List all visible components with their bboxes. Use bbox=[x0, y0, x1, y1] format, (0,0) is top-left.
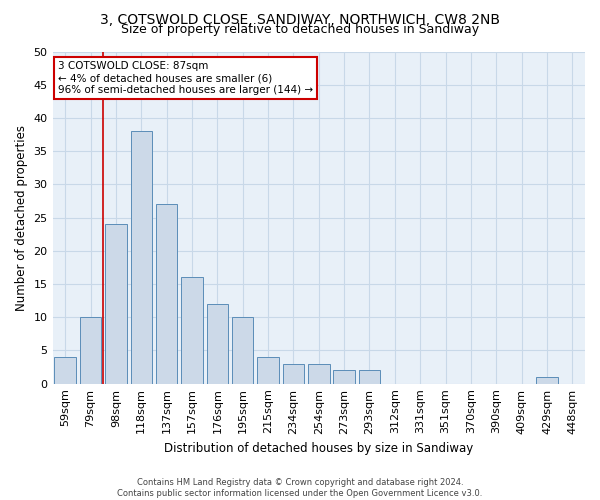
Bar bbox=[334, 370, 355, 384]
Bar bbox=[232, 317, 253, 384]
Bar bbox=[156, 204, 178, 384]
Bar bbox=[359, 370, 380, 384]
Bar bbox=[80, 317, 101, 384]
Y-axis label: Number of detached properties: Number of detached properties bbox=[15, 124, 28, 310]
Bar bbox=[283, 364, 304, 384]
Bar bbox=[536, 377, 558, 384]
Text: Size of property relative to detached houses in Sandiway: Size of property relative to detached ho… bbox=[121, 22, 479, 36]
Bar bbox=[55, 357, 76, 384]
Bar bbox=[181, 278, 203, 384]
Bar bbox=[257, 357, 279, 384]
Text: 3 COTSWOLD CLOSE: 87sqm
← 4% of detached houses are smaller (6)
96% of semi-deta: 3 COTSWOLD CLOSE: 87sqm ← 4% of detached… bbox=[58, 62, 313, 94]
Bar bbox=[206, 304, 228, 384]
Bar bbox=[308, 364, 329, 384]
Text: Contains HM Land Registry data © Crown copyright and database right 2024.
Contai: Contains HM Land Registry data © Crown c… bbox=[118, 478, 482, 498]
Bar bbox=[105, 224, 127, 384]
Text: 3, COTSWOLD CLOSE, SANDIWAY, NORTHWICH, CW8 2NB: 3, COTSWOLD CLOSE, SANDIWAY, NORTHWICH, … bbox=[100, 12, 500, 26]
Bar bbox=[131, 131, 152, 384]
X-axis label: Distribution of detached houses by size in Sandiway: Distribution of detached houses by size … bbox=[164, 442, 473, 455]
